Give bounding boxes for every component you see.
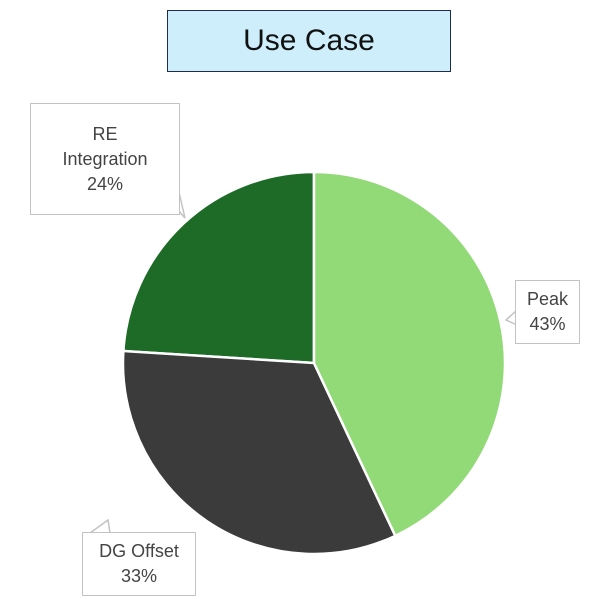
label-value: 33% [120, 566, 158, 586]
chart-title: Use Case [167, 10, 451, 72]
data-label: Peak 43% [515, 280, 580, 344]
leader [89, 518, 111, 534]
pie-slice [312, 170, 507, 538]
data-label: DG Offset 33% [82, 532, 196, 596]
leader [504, 309, 518, 326]
data-label: RE Integration 24% [30, 103, 180, 215]
label-name: RE Integration [62, 123, 148, 169]
pie-slice [122, 170, 316, 365]
label-name: DG Offset [99, 541, 179, 561]
label-value: 43% [529, 314, 566, 334]
label-value: 24% [86, 173, 124, 194]
label-name: Peak [526, 289, 569, 309]
pie-slice [121, 349, 397, 556]
